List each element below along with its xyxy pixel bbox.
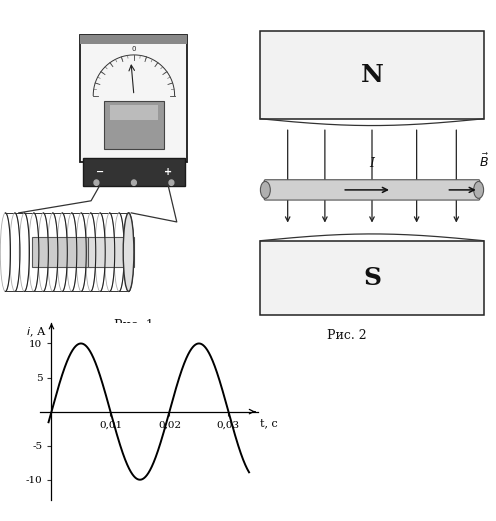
Text: Рис. 2: Рис. 2 xyxy=(327,329,367,342)
FancyBboxPatch shape xyxy=(264,180,480,200)
Bar xyxy=(32,237,91,267)
Ellipse shape xyxy=(474,181,484,199)
Text: $\vec{B}$: $\vec{B}$ xyxy=(479,152,489,170)
Text: Рис. 1: Рис. 1 xyxy=(114,319,154,332)
Text: $i$, А: $i$, А xyxy=(26,325,47,339)
Bar xyxy=(110,105,158,120)
Text: S: S xyxy=(363,266,381,290)
Bar xyxy=(104,101,164,149)
Text: +: + xyxy=(164,167,172,177)
Text: I: I xyxy=(370,157,374,170)
Text: t, с: t, с xyxy=(260,418,277,428)
Bar xyxy=(260,241,484,315)
Circle shape xyxy=(169,180,174,185)
Bar xyxy=(88,237,134,267)
Text: 0: 0 xyxy=(131,46,136,52)
Text: N: N xyxy=(361,63,383,87)
Text: −: − xyxy=(96,167,104,177)
Ellipse shape xyxy=(260,181,270,199)
Bar xyxy=(260,31,484,119)
Bar xyxy=(83,158,185,185)
Circle shape xyxy=(131,180,136,185)
Bar xyxy=(80,34,187,162)
Bar xyxy=(80,34,187,44)
Circle shape xyxy=(94,180,99,185)
Ellipse shape xyxy=(123,213,134,291)
